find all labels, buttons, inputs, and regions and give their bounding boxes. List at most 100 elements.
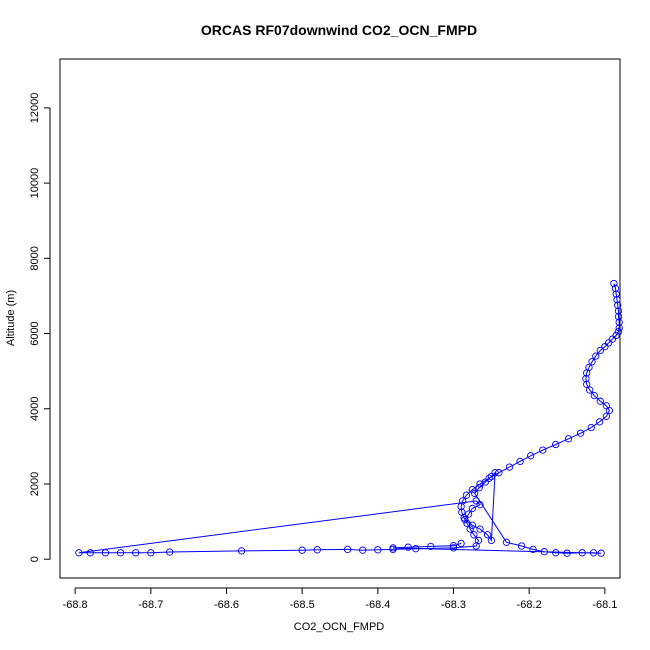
data-point: [608, 335, 617, 343]
data-point: [389, 544, 397, 552]
data-point: [472, 497, 480, 505]
data-point: [596, 346, 604, 355]
data-point: [517, 542, 526, 550]
data-point: [487, 472, 496, 481]
data-point: [427, 542, 435, 551]
data-point: [457, 539, 465, 548]
x-tick-label: -68.5: [290, 599, 315, 611]
data-point: [539, 446, 547, 454]
data-point: [614, 328, 623, 336]
data-point: [481, 478, 489, 486]
data-point: [540, 548, 548, 556]
data-point: [298, 546, 306, 554]
data-point: [464, 510, 473, 518]
data-point: [611, 284, 620, 293]
data-point: [552, 549, 560, 557]
data-point: [563, 549, 571, 557]
data-point: [462, 491, 471, 499]
data-point: [604, 339, 613, 347]
y-tick-label: 8000: [29, 246, 41, 270]
data-point: [449, 542, 458, 550]
series-line: [78, 283, 620, 554]
x-tick-label: -68.1: [592, 599, 617, 611]
data-point: [487, 536, 496, 545]
data-point: [613, 296, 621, 304]
y-tick-label: 6000: [29, 321, 41, 345]
data-point: [374, 546, 382, 554]
x-tick-label: -68.2: [517, 599, 542, 611]
data-point: [588, 358, 596, 366]
data-point: [615, 318, 623, 326]
data-point: [166, 548, 174, 556]
plot-frame: [59, 58, 621, 579]
data-point: [592, 352, 600, 360]
y-tick-label: 0: [29, 556, 41, 562]
data-point: [610, 279, 618, 288]
data-point: [505, 463, 514, 471]
x-tick-label: -68.3: [441, 599, 466, 611]
data-point: [313, 546, 321, 554]
y-axis: 0 2000 4000 6000 8000 10000 12000: [29, 93, 51, 562]
data-point: [412, 545, 420, 553]
y-tick-label: 4000: [29, 397, 41, 421]
data-point: [343, 545, 352, 554]
data-point: [475, 484, 483, 492]
x-tick-label: -68.7: [138, 599, 163, 611]
data-point: [596, 397, 604, 405]
data-point: [582, 375, 590, 383]
data-point: [576, 429, 585, 437]
data-point: [86, 549, 94, 557]
data-point: [516, 457, 524, 466]
data-point: [476, 525, 484, 533]
y-tick-label: 2000: [29, 472, 41, 496]
data-point: [601, 343, 609, 351]
y-tick-label: 12000: [29, 93, 41, 124]
x-axis: -68.8 -68.7 -68.6 -68.5 -68.4 -68.3 -68.2 -68.1: [63, 587, 617, 611]
data-point: [457, 502, 465, 511]
data-point: [476, 480, 484, 488]
data-point: [476, 501, 484, 509]
series-points: [75, 279, 623, 557]
y-axis-label: Altitude (m): [5, 290, 17, 346]
data-point: [471, 489, 479, 498]
data-point: [564, 435, 573, 443]
data-point: [483, 531, 492, 539]
data-point: [586, 386, 594, 394]
data-point: [612, 331, 620, 340]
data-point: [359, 546, 367, 554]
data-point: [614, 301, 622, 309]
data-point: [461, 516, 469, 524]
x-tick-label: -68.4: [365, 599, 390, 611]
x-tick-label: -68.8: [63, 599, 88, 611]
data-point: [578, 549, 586, 557]
data-point: [466, 525, 474, 533]
data-point: [595, 418, 604, 426]
data-point: [495, 469, 503, 477]
data-point: [237, 547, 246, 555]
data-point: [404, 543, 412, 551]
data-point: [75, 549, 83, 557]
data-point: [116, 549, 125, 557]
data-point: [589, 549, 598, 557]
data-point: [468, 521, 477, 529]
data-point: [587, 423, 595, 432]
data-point: [101, 549, 110, 557]
data-point: [602, 412, 611, 420]
data-point: [502, 538, 511, 546]
data-point: [463, 519, 471, 528]
x-tick-label: -68.6: [214, 599, 239, 611]
data-point: [485, 474, 493, 482]
data-point: [468, 504, 477, 513]
data-point: [458, 497, 467, 505]
data-point: [449, 544, 458, 552]
data-point: [470, 531, 478, 539]
data-point: [614, 307, 623, 315]
data-point: [468, 485, 477, 494]
data-point: [614, 312, 623, 321]
data-point: [527, 452, 535, 460]
chart-title: ORCAS RF07downwind CO2_OCN_FMPD: [201, 22, 477, 38]
data-point: [147, 549, 155, 557]
data-point: [491, 469, 499, 477]
data-point: [583, 369, 591, 377]
